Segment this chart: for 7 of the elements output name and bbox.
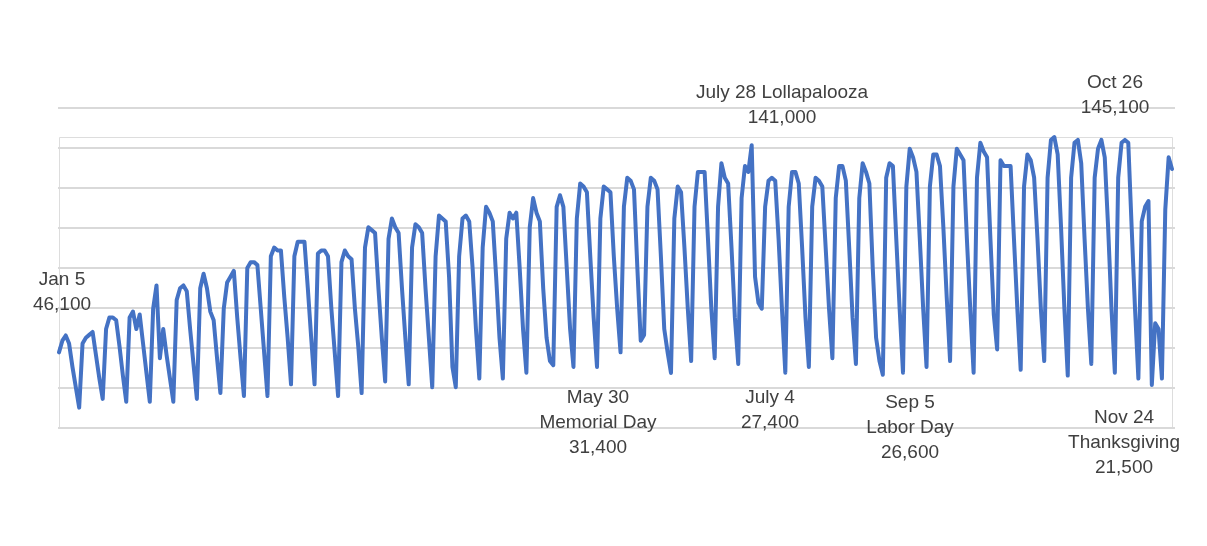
annotation: Nov 24 Thanksgiving 21,500 bbox=[1068, 406, 1180, 477]
annotation: Sep 5 Labor Day 26,600 bbox=[866, 391, 955, 462]
text: July 28 Lollapalooza 141,000 bbox=[695, 81, 869, 127]
annotation: Jan 5 46,100 bbox=[32, 268, 92, 314]
annotation: July 4 27,400 bbox=[740, 386, 800, 432]
annotation: May 30 Memorial Day 31,400 bbox=[539, 386, 658, 457]
text: Oct 26 145,100 bbox=[1080, 71, 1150, 117]
